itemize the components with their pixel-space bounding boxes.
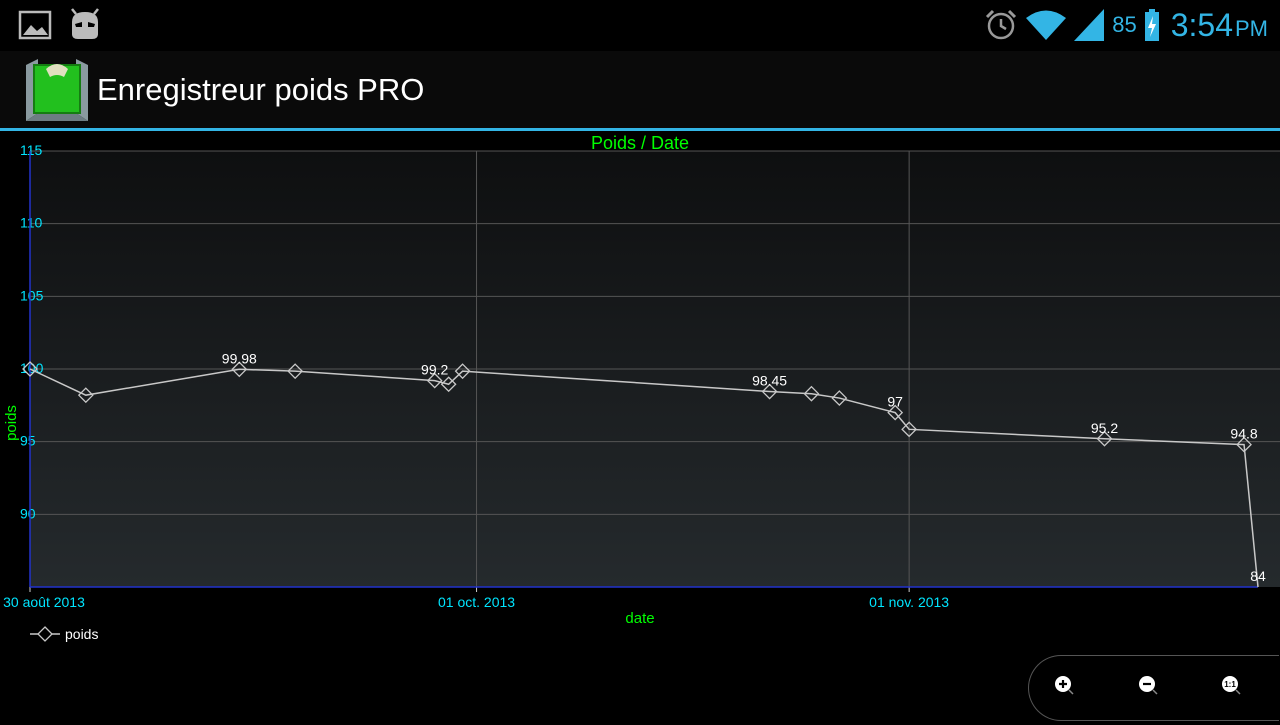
app-title: Enregistreur poids PRO xyxy=(97,72,425,107)
zoom-controls: 1:1 xyxy=(1028,655,1279,721)
data-point[interactable] xyxy=(761,383,778,400)
series-line-poids xyxy=(29,368,1259,588)
x-tick-label: 01 nov. 2013 xyxy=(869,594,949,610)
data-label: 94.8 xyxy=(1230,426,1257,442)
y-tick-label: 110 xyxy=(20,215,43,231)
legend: poids xyxy=(30,626,98,642)
data-point[interactable] xyxy=(887,404,904,421)
data-point[interactable] xyxy=(901,421,918,438)
chart-title: Poids / Date xyxy=(591,133,689,153)
signal-icon xyxy=(1074,9,1105,41)
zoom-reset-icon[interactable]: 1:1 xyxy=(1214,668,1254,708)
clock: 3:54PM xyxy=(1171,7,1268,44)
weight-chart[interactable]: 90 95 100 105 110 115 30 août 2013 01 oct. 2013… xyxy=(0,131,1280,720)
zoom-in-icon[interactable] xyxy=(1047,668,1087,708)
x-axis-label: date xyxy=(625,610,654,627)
y-tick-label: 95 xyxy=(20,433,36,449)
x-tick-label: 30 août 2013 xyxy=(3,594,85,610)
data-point[interactable] xyxy=(454,363,471,380)
alarm-icon xyxy=(986,9,1017,40)
data-point[interactable] xyxy=(287,363,304,380)
data-point[interactable] xyxy=(803,385,820,402)
action-bar: Enregistreur poids PRO xyxy=(0,51,1280,131)
y-axis-label: poids xyxy=(3,405,20,441)
gallery-icon xyxy=(18,10,52,40)
clock-time: 3:54 xyxy=(1170,6,1233,43)
cyanogen-mascot-icon xyxy=(71,8,99,39)
data-label: 97 xyxy=(887,394,903,410)
data-point[interactable] xyxy=(231,361,248,378)
wifi-icon xyxy=(1026,10,1067,40)
zoom-out-icon[interactable] xyxy=(1131,668,1171,708)
data-point[interactable] xyxy=(831,390,848,406)
scale-app-icon[interactable] xyxy=(24,59,90,125)
x-tick-label: 01 oct. 2013 xyxy=(438,594,515,610)
battery-percent: 85 xyxy=(1112,12,1137,37)
status-bar: 85 3:54PM xyxy=(0,0,1280,50)
data-point[interactable] xyxy=(77,387,94,404)
data-point[interactable] xyxy=(22,361,38,377)
legend-label-poids: poids xyxy=(65,626,98,642)
y-tick-label: 105 xyxy=(20,287,44,303)
y-tick-label: 115 xyxy=(20,142,43,158)
battery-charging-icon xyxy=(1144,9,1159,41)
data-point[interactable] xyxy=(1096,430,1113,447)
data-label: 84 xyxy=(1250,568,1266,584)
data-point[interactable] xyxy=(1236,436,1252,453)
data-label: 99.98 xyxy=(222,350,257,366)
y-tick-label: 90 xyxy=(20,505,36,521)
data-label: 98.45 xyxy=(752,373,787,389)
data-label: 99.2 xyxy=(421,362,448,378)
data-point[interactable] xyxy=(426,372,443,389)
clock-ampm: PM xyxy=(1235,15,1268,41)
data-label: 95.2 xyxy=(1091,420,1118,436)
data-point[interactable] xyxy=(440,376,457,393)
zoom-reset-label: 1:1 xyxy=(1224,680,1236,689)
